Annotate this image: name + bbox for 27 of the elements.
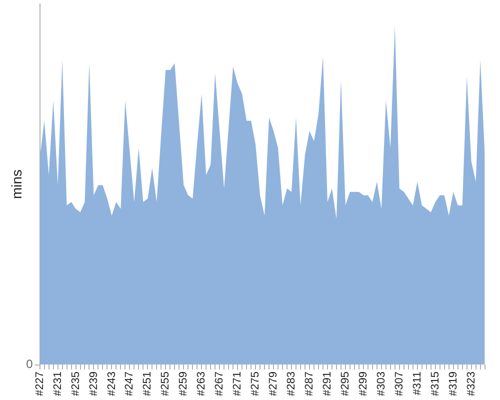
x-tick-label: #263 <box>196 372 208 396</box>
x-tick-label: #251 <box>142 372 154 396</box>
x-tick-label: #283 <box>286 372 298 396</box>
x-tick-label: #311 <box>411 372 424 396</box>
x-tick-label: #267 <box>214 372 226 396</box>
y-axis-title: mins <box>8 169 24 200</box>
x-tick-label: #279 <box>268 372 280 396</box>
x-tick-label: #259 <box>178 372 190 396</box>
x-tick-label: #323 <box>465 372 478 396</box>
x-tick-label: #247 <box>124 372 136 396</box>
x-tick-label: #295 <box>339 372 352 396</box>
x-tick-label: #307 <box>393 372 406 396</box>
x-tick-label: #315 <box>429 372 442 396</box>
x-tick-label: #291 <box>322 372 334 396</box>
x-tick-label: #287 <box>304 372 316 396</box>
x-tick-label: #271 <box>232 372 244 396</box>
x-tick-label: #255 <box>160 372 172 396</box>
x-tick-label: #299 <box>357 372 370 396</box>
x-tick-label: #227 <box>34 372 46 396</box>
x-tick-label: #231 <box>52 372 64 396</box>
x-tick-label: #235 <box>70 372 82 396</box>
x-tick-label: #239 <box>88 372 100 396</box>
x-tick-label: #319 <box>447 372 460 396</box>
text: 0 <box>26 356 34 371</box>
x-tick-label: #275 <box>250 372 262 396</box>
x-tick-label: #243 <box>106 372 118 396</box>
x-tick-label: #303 <box>375 372 388 396</box>
